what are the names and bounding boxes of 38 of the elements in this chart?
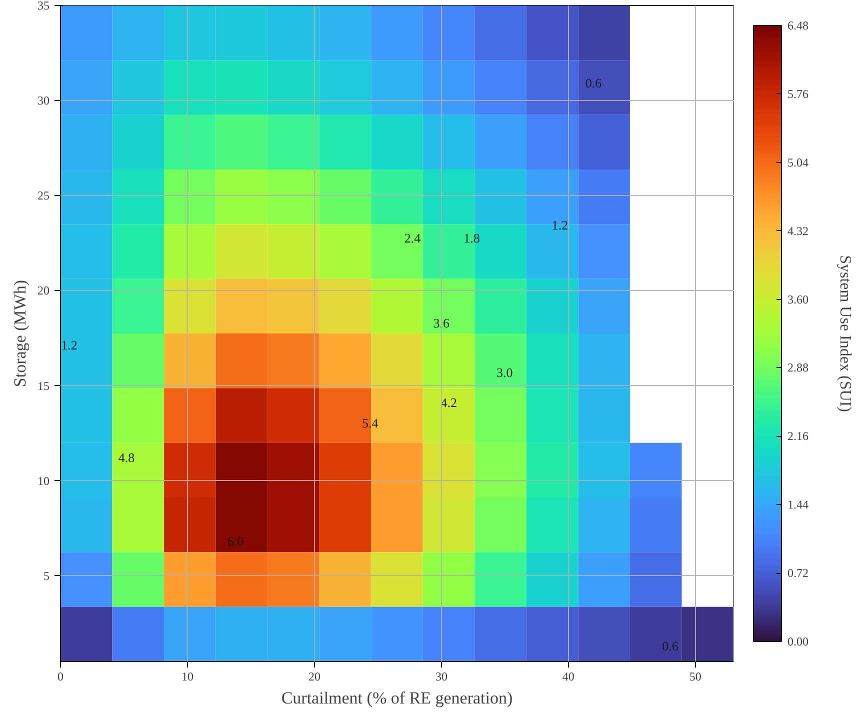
y-axis-title: Storage (MWh) — [10, 280, 30, 388]
annotation: 1.8 — [464, 230, 480, 246]
annotation: 1.2 — [61, 337, 78, 352]
color-bar-label: 3.60 — [788, 292, 808, 306]
color-bar-label: 5.76 — [788, 86, 808, 101]
y-tick-label: 5 — [44, 568, 50, 583]
x-tick-label: 50 — [689, 670, 702, 684]
annotation: 0.6 — [585, 76, 602, 91]
color-bar-label: 5.04 — [788, 155, 808, 170]
y-tick-label: 10 — [38, 474, 50, 488]
x-tick-label: 10 — [181, 670, 194, 684]
y-tick-label: 35 — [38, 0, 50, 12]
annotation: 2.4 — [404, 230, 422, 246]
annotation: 6.0 — [227, 533, 244, 548]
annotation: 3.0 — [496, 364, 513, 380]
x-tick-label: 40 — [562, 670, 574, 684]
x-axis-title: Curtailment (% of RE generation) — [281, 688, 513, 708]
y-tick-label: 25 — [38, 188, 50, 203]
color-bar-label: 2.88 — [788, 360, 808, 375]
annotation: 5.4 — [362, 415, 379, 430]
annotation: 1.2 — [552, 217, 568, 232]
x-tick-label: 20 — [308, 670, 320, 684]
color-bar-label: 2.16 — [788, 429, 808, 444]
color-bar-label: 0.72 — [788, 566, 808, 580]
annotation: 4.2 — [440, 395, 457, 410]
color-bar-label: 6.48 — [788, 18, 808, 32]
annotation: 3.6 — [433, 316, 450, 331]
color-bar-title: System Use Index (SUI) — [836, 255, 854, 412]
x-tick-label: 30 — [435, 670, 448, 684]
annotation: 4.8 — [118, 450, 135, 466]
y-tick-label: 20 — [38, 284, 50, 298]
color-bar-label: 4.32 — [788, 224, 808, 238]
annotation: 0.6 — [662, 638, 679, 654]
color-bar-label: 0.00 — [788, 634, 808, 648]
color-bar-label: 1.44 — [788, 498, 808, 512]
y-tick-label: 30 — [38, 94, 50, 108]
x-tick-label: 0 — [58, 670, 64, 684]
y-tick-label: 15 — [38, 378, 50, 393]
